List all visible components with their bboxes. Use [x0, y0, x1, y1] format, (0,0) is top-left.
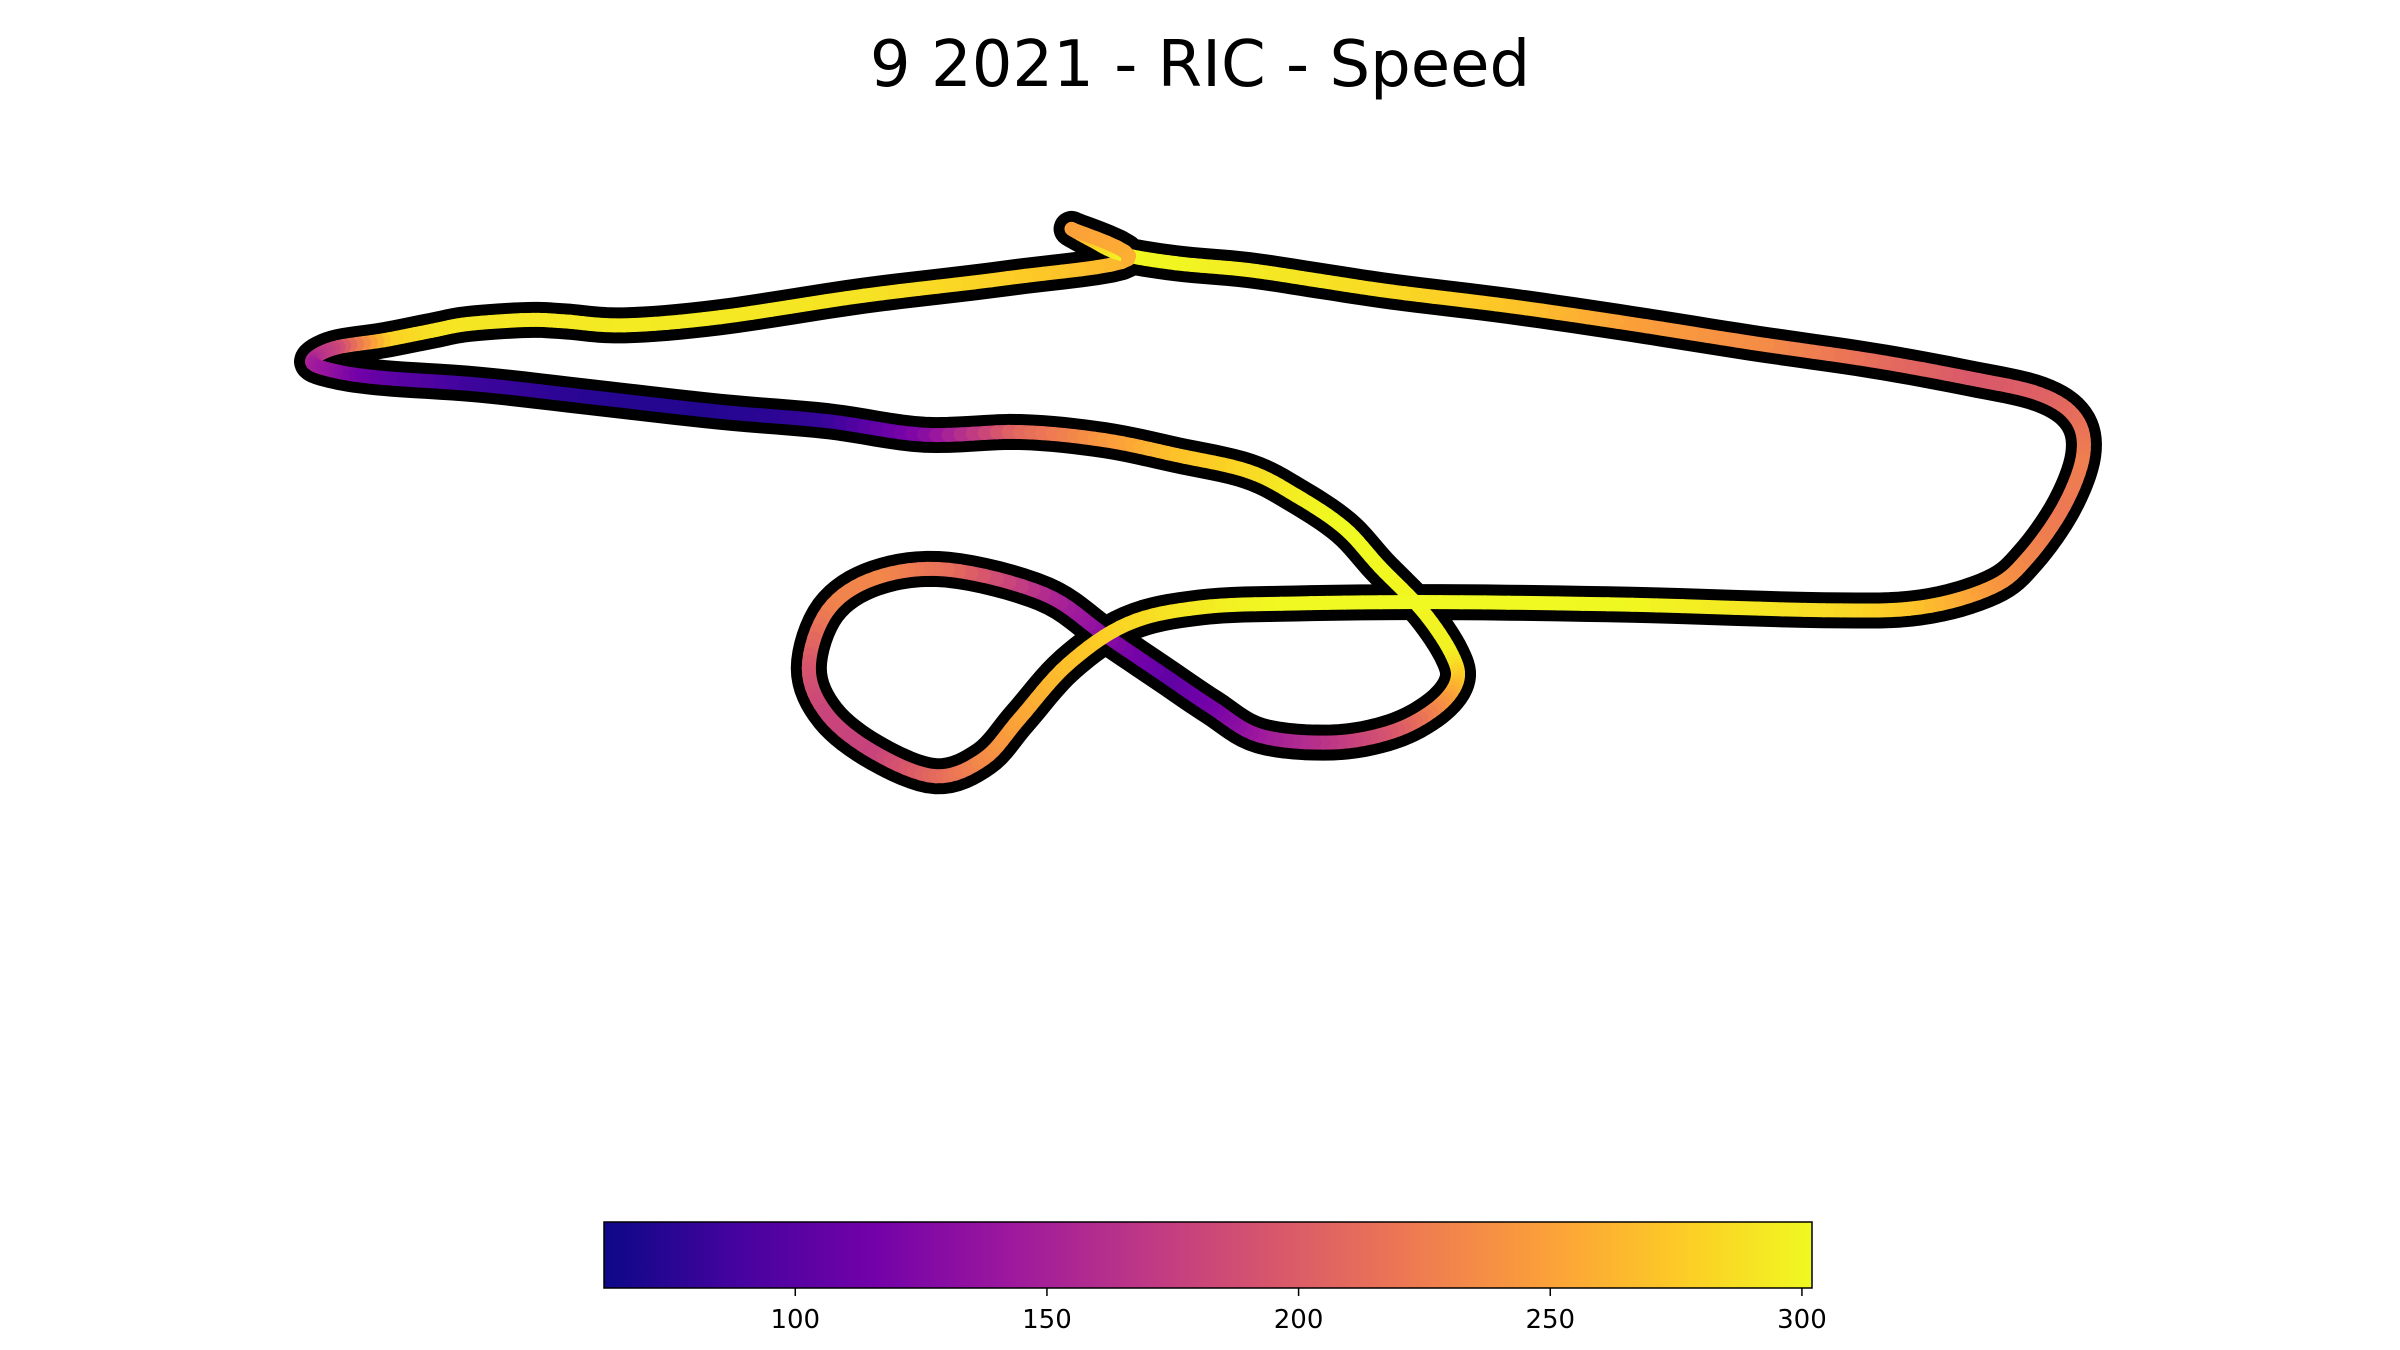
speed-track [305, 221, 2091, 784]
colorbar-tick-label: 200 [1274, 1305, 1324, 1335]
colorbar-ticks: 100 150 200 250 300 [770, 1288, 1827, 1335]
colorbar: 100 150 200 250 300 [603, 1221, 1827, 1335]
chart-title: 9 2021 - RIC - Speed [869, 28, 1531, 102]
colorbar-tick-label: 250 [1525, 1305, 1575, 1335]
speed-segment [1121, 248, 1136, 267]
colorbar-tick-label: 150 [1022, 1305, 1072, 1335]
colorbar-tick-label: 300 [1777, 1305, 1827, 1335]
colorbar-gradient [603, 1221, 1813, 1289]
colorbar-tick-label: 100 [770, 1305, 820, 1335]
